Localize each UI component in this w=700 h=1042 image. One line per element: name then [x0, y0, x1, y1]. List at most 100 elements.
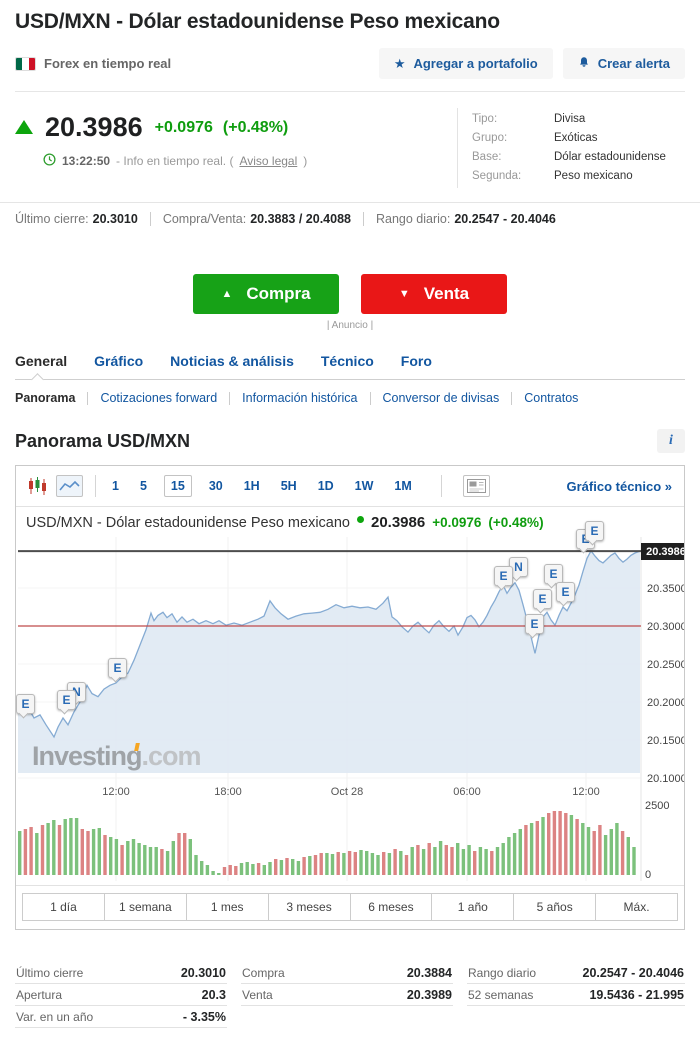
summary-row: 52 semanas 19.5436 - 21.995	[467, 984, 685, 1006]
tab-grafico[interactable]: Gráfico	[94, 353, 144, 369]
divider	[0, 202, 700, 203]
stat-label: Rango diario:	[376, 212, 451, 226]
sell-down-arrow-icon: ▼	[398, 288, 410, 300]
technical-chart-link[interactable]: Gráfico técnico »	[566, 478, 672, 494]
range-1m[interactable]: 1 mes	[186, 894, 269, 920]
chart-widget: 1 5 15 30 1H 5H 1D 1W 1M Gráfico técnico…	[15, 465, 685, 930]
line-chart-icon[interactable]	[56, 475, 83, 497]
subtab-forward[interactable]: Cotizaciones forward	[100, 391, 218, 405]
event-marker-flag[interactable]: E	[544, 564, 563, 584]
svg-text:20.2500: 20.2500	[647, 659, 684, 671]
mexico-flag-icon	[15, 56, 36, 71]
last-price: 20.3986	[45, 112, 143, 142]
svg-text:0: 0	[645, 869, 651, 881]
quote-time: 13:22:50	[62, 154, 111, 168]
event-marker-flag[interactable]: E	[556, 582, 575, 602]
range-6m[interactable]: 6 meses	[350, 894, 433, 920]
price-change: +0.0976 (+0.48%)	[154, 118, 289, 136]
last-price-tag: 20.3986	[641, 543, 684, 560]
event-marker-flag[interactable]: E	[525, 614, 544, 634]
market-bar: Forex en tiempo real ★ Agregar a portafo…	[15, 42, 685, 92]
summary-row: Var. en un año - 3.35%	[15, 1006, 227, 1028]
quote-section: 20.3986 +0.0976 (+0.48%) 13:22:50 - Info …	[15, 92, 685, 202]
add-portfolio-button[interactable]: ★ Agregar a portafolio	[378, 48, 553, 79]
add-portfolio-label: Agregar a portafolio	[413, 56, 538, 71]
meta-value: Peso mexicano	[554, 170, 633, 182]
sub-tabs: Panorama Cotizaciones forward Informació…	[15, 380, 685, 413]
stat-value: 20.2547 - 20.4046	[454, 212, 556, 226]
price-up-arrow-icon	[15, 119, 33, 134]
svg-text:12:00: 12:00	[102, 786, 130, 798]
sell-button[interactable]: ▼ Venta	[361, 274, 507, 314]
news-panel-icon[interactable]	[462, 475, 490, 497]
svg-text:20.1000: 20.1000	[647, 773, 684, 785]
legal-disclaimer-link[interactable]: Aviso legal	[239, 154, 298, 168]
summary-row: Último cierre 20.3010	[15, 962, 227, 984]
interval-30[interactable]: 30	[208, 479, 223, 493]
event-marker-flag[interactable]: E	[16, 694, 35, 714]
bell-icon	[578, 56, 590, 71]
tab-tecnico[interactable]: Técnico	[320, 353, 374, 369]
range-5y[interactable]: 5 años	[514, 894, 597, 920]
event-marker-flag[interactable]: E	[108, 658, 127, 678]
stat-label: Último cierre:	[15, 212, 89, 226]
svg-text:18:00: 18:00	[214, 786, 242, 798]
summary-row: Compra 20.3884	[241, 962, 453, 984]
tab-noticias[interactable]: Noticias & análisis	[170, 353, 294, 369]
ad-label: | Anuncio |	[326, 320, 374, 331]
create-alert-label: Crear alerta	[597, 56, 670, 71]
interval-1[interactable]: 1	[112, 479, 119, 493]
investing-watermark: Investing.com	[32, 741, 202, 771]
interval-15[interactable]: 15	[163, 475, 192, 497]
interval-1d[interactable]: 1D	[317, 479, 334, 493]
interval-1m[interactable]: 1M	[394, 479, 412, 493]
svg-text:06:00: 06:00	[453, 786, 481, 798]
info-icon[interactable]: i	[657, 429, 685, 453]
svg-text:20.2000: 20.2000	[647, 697, 684, 709]
event-marker-flag[interactable]: E	[585, 521, 604, 541]
meta-label: Tipo:	[472, 113, 498, 125]
section-title: Panorama USD/MXN	[15, 430, 191, 451]
meta-value: Divisa	[554, 113, 586, 125]
summary-row: Venta 20.3989	[241, 984, 453, 1006]
buy-button[interactable]: ▲ Compra	[193, 274, 339, 314]
event-marker-flag[interactable]: E	[494, 566, 513, 586]
subtab-historica[interactable]: Información histórica	[242, 391, 358, 405]
event-marker-flag[interactable]: E	[533, 589, 552, 609]
interval-1w[interactable]: 1W	[354, 479, 374, 493]
meta-label: Grupo:	[472, 132, 508, 144]
main-tabs: General Gráfico Noticias & análisis Técn…	[15, 345, 685, 380]
subtab-contratos[interactable]: Contratos	[524, 391, 579, 405]
stat-label: Compra/Venta:	[162, 212, 247, 226]
svg-text:20.3000: 20.3000	[647, 621, 684, 633]
realtime-dot-icon	[356, 516, 364, 523]
subtab-conversor[interactable]: Conversor de divisas	[382, 391, 500, 405]
summary-table: Último cierre 20.3010 Apertura 20.3 Var. e…	[15, 962, 685, 1028]
tab-general[interactable]: General	[15, 353, 68, 369]
range-3m[interactable]: 3 meses	[268, 894, 351, 920]
svg-text:Oct 28: Oct 28	[331, 786, 363, 798]
event-marker-flag[interactable]: E	[57, 690, 76, 710]
range-max[interactable]: Máx.	[596, 894, 677, 920]
range-1w[interactable]: 1 semana	[104, 894, 187, 920]
tab-foro[interactable]: Foro	[400, 353, 432, 369]
candlestick-chart-icon[interactable]	[28, 477, 47, 495]
range-1d[interactable]: 1 día	[23, 894, 105, 920]
range-1y[interactable]: 1 año	[432, 894, 515, 920]
buy-up-arrow-icon: ▲	[221, 288, 233, 300]
meta-label: Segunda:	[472, 170, 522, 182]
chart-canvas[interactable]: 20.3500 20.3000 20.2500 20.2000 20.1500 20.10…	[16, 507, 684, 885]
page-title: USD/MXN - Dólar estadounidense Peso mexi…	[15, 10, 500, 33]
clock-icon	[43, 153, 56, 169]
instrument-meta: Tipo: Divisa Grupo: Exóticas Base: Dólar es…	[457, 108, 685, 188]
summary-row: Apertura 20.3	[15, 984, 227, 1006]
interval-5[interactable]: 5	[139, 479, 147, 493]
summary-row: Rango diario 20.2547 - 20.4046	[467, 962, 685, 984]
create-alert-button[interactable]: Crear alerta	[562, 48, 685, 79]
realtime-close: )	[303, 154, 308, 168]
subtab-panorama[interactable]: Panorama	[15, 391, 76, 405]
interval-1h[interactable]: 1H	[243, 479, 260, 493]
chart-title: USD/MXN - Dólar estadounidense Peso mexi…	[26, 514, 544, 531]
interval-5h[interactable]: 5H	[280, 479, 297, 493]
svg-text:2500: 2500	[645, 800, 669, 812]
